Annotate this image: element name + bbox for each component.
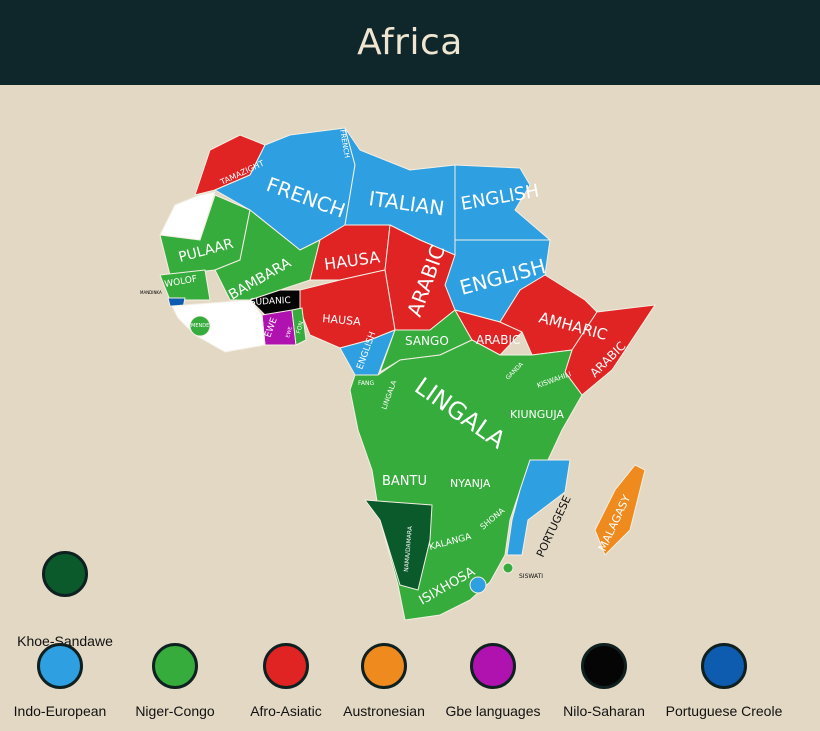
region-coastal-west (171, 299, 266, 353)
label-nama-damara: NAMA/DAMARA (403, 525, 414, 572)
region-benin (291, 307, 307, 346)
legend-swatch (470, 643, 516, 689)
map-title: Africa (357, 22, 463, 63)
legend-portuguese-creole: Portuguese Creole (664, 643, 784, 719)
label-sango: SANGO (405, 334, 449, 348)
label-fang: FANG (358, 380, 374, 387)
region-lesotho (469, 576, 487, 594)
label-kiunguja: KIUNGUJA (510, 408, 564, 421)
region-madagascar (594, 464, 646, 556)
label-bantu: BANTU (382, 474, 427, 489)
legend-label: Portuguese Creole (665, 703, 783, 719)
legend-austronesian: Austronesian (329, 643, 439, 719)
label-mandinka: MANDINKA (140, 290, 162, 295)
title-bar: Africa (0, 0, 820, 85)
legend-label: Gbe languages (445, 703, 541, 719)
region-mozambique (506, 459, 571, 556)
label-arabic-ssudan: ARABIC (476, 333, 520, 347)
label-nyanja: NYANJA (450, 477, 491, 490)
legend-label: Indo-European (13, 703, 107, 719)
legend-swatch (701, 643, 747, 689)
region-burkina-faso (249, 289, 301, 316)
legend-afro-asiatic: Afro-Asiatic (231, 643, 341, 719)
region-south-sudan (454, 309, 523, 356)
label-mende: MENDE (191, 323, 209, 329)
legend-label: Afro-Asiatic (250, 703, 322, 719)
legend-indo-european: Indo-European (5, 643, 115, 719)
legend-label: Austronesian (343, 703, 425, 719)
region-eswatini (502, 562, 514, 574)
legend-niger-congo: Niger-Congo (120, 643, 230, 719)
legend-swatch (37, 643, 83, 689)
label-sudanic: SUDANIC (250, 296, 291, 308)
region-namibia (364, 499, 433, 591)
label-ewe-small: EWE (285, 326, 294, 338)
region-sierra-leone (189, 315, 211, 337)
legend-label: Khoe-Sandawe (17, 633, 113, 649)
legend-swatch (152, 643, 198, 689)
legend-nilo-saharan: Nilo-Saharan (549, 643, 659, 719)
legend-label: Nilo-Saharan (563, 703, 645, 719)
label-fon: FON (295, 320, 305, 334)
legend-swatch (42, 551, 88, 597)
label-hausa-nigeria: HAUSA (322, 312, 362, 328)
legend-label: Niger-Congo (135, 703, 215, 719)
label-siswati: SISWATI (519, 573, 543, 580)
legend-swatch (581, 643, 627, 689)
legend-swatch (361, 643, 407, 689)
region-senegal (159, 269, 211, 301)
legend-khoe-sandawe: Khoe-Sandawe (10, 551, 120, 649)
legend-gbe-languages: Gbe languages (438, 643, 548, 719)
legend-swatch (263, 643, 309, 689)
